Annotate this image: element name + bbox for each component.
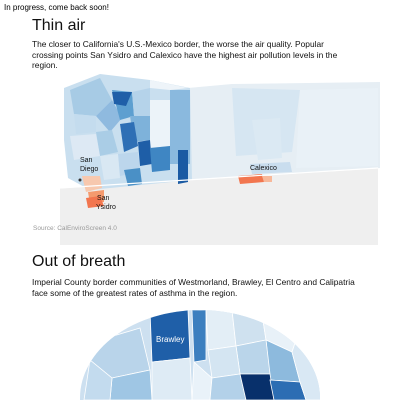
voronoi-cell [239, 373, 275, 400]
voronoi-cell [269, 379, 307, 400]
air-quality-map: San Diego San Ysidro Calexico [59, 74, 380, 245]
us-mexico-border [59, 167, 379, 189]
imperial-tract [296, 88, 378, 168]
tract [150, 100, 170, 148]
san-diego-marker [78, 178, 82, 182]
label-san-diego-line2: Diego [80, 166, 98, 173]
mexico-land [60, 168, 378, 245]
tract [138, 140, 152, 166]
tract [112, 92, 132, 106]
section-description-out-of-breath: Imperial County border communities of We… [32, 277, 355, 298]
tract [132, 88, 150, 116]
progress-notice: In progress, come back soon! [4, 3, 109, 12]
imperial-tract [252, 118, 282, 160]
tract [96, 130, 118, 156]
section-title-thin-air: Thin air [32, 17, 86, 34]
tract [150, 80, 188, 90]
label-san-diego-line1: San [80, 157, 93, 164]
asthma-voronoi-map: Brawley [80, 310, 320, 400]
tract [70, 134, 100, 160]
tract [96, 100, 122, 132]
tract [70, 78, 112, 116]
voronoi-cell [231, 310, 267, 347]
imperial-tract [250, 162, 292, 174]
voronoi-cell [151, 357, 193, 400]
label-brawley: Brawley [156, 335, 184, 344]
calexico-tract [262, 176, 272, 182]
voronoi-cell [191, 310, 207, 363]
voronoi-cell [209, 373, 247, 400]
map-source: Source: CalEnviroScreen 4.0 [33, 225, 117, 232]
voronoi-cell [205, 310, 237, 351]
voronoi-cell [83, 359, 113, 400]
tract [120, 122, 138, 152]
voronoi-cell [235, 339, 271, 375]
tract [170, 90, 190, 164]
san-ysidro-tract [86, 196, 104, 208]
label-san-ysidro-line1: San [97, 195, 110, 202]
tract [124, 168, 142, 186]
section-title-out-of-breath: Out of breath [32, 253, 126, 270]
tract [150, 146, 170, 172]
label-calexico: Calexico [250, 165, 277, 172]
voronoi-cell [191, 361, 213, 400]
voronoi-cell [207, 345, 241, 379]
tract [100, 154, 120, 180]
tract [178, 150, 188, 184]
section-description-thin-air: The closer to California's U.S.-Mexico b… [32, 39, 338, 70]
coastal-tract [82, 176, 102, 192]
label-san-ysidro-line2: Ysidro [96, 204, 116, 211]
tract [74, 114, 96, 134]
